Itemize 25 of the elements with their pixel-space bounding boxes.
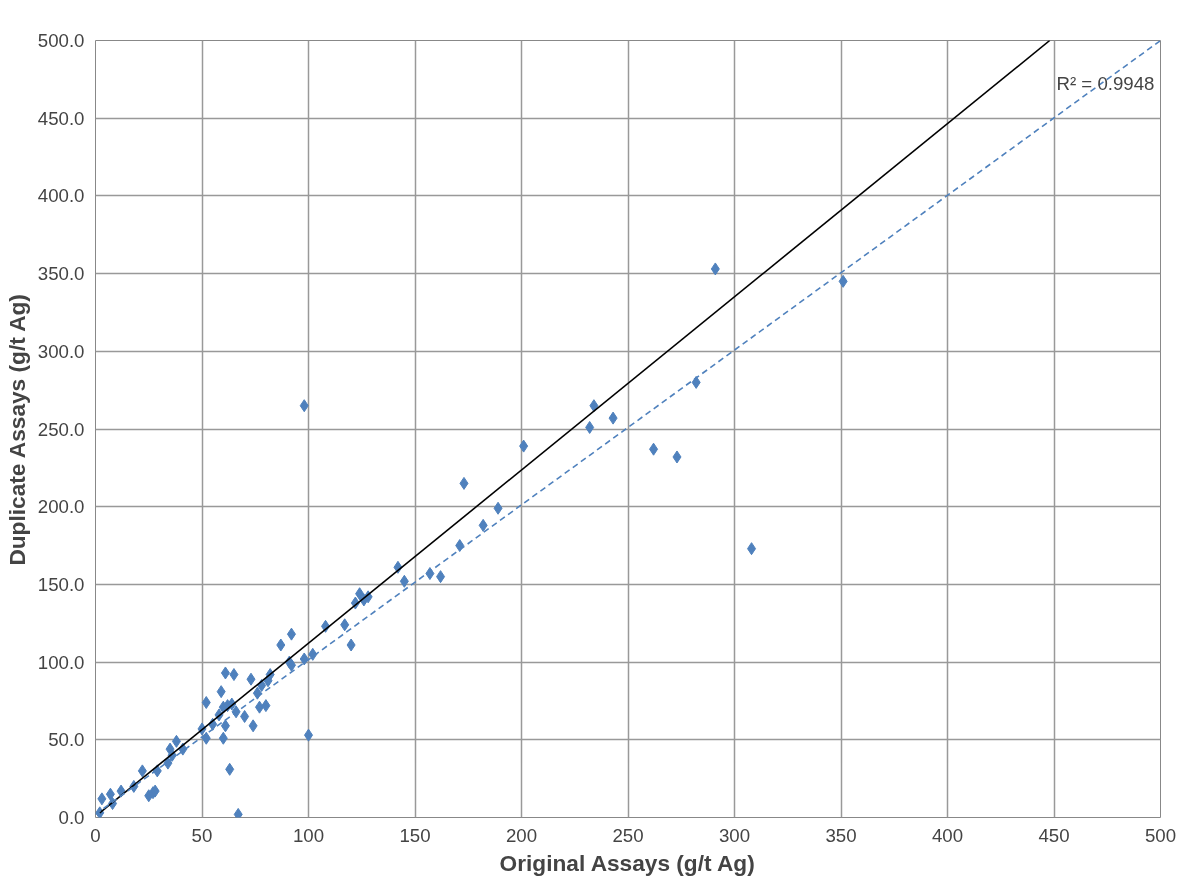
x-tick-label: 150 (399, 824, 431, 846)
x-tick-label: 250 (612, 824, 644, 846)
y-tick-label: 50.0 (48, 729, 85, 751)
y-tick-label: 500.0 (37, 30, 85, 51)
x-tick-label: 0 (90, 824, 101, 846)
x-tick-label: 400 (931, 824, 964, 846)
y-tick-label: 300.0 (37, 340, 85, 362)
y-axis-title: Duplicate Assays (g/t Ag) (3, 294, 30, 566)
annotation: R² = 0.9948 (1056, 72, 1155, 94)
x-tick-label: 500 (1144, 824, 1177, 846)
y-tick-label: 0.0 (58, 807, 85, 828)
y-tick-label: 200.0 (37, 496, 85, 518)
x-tick-label: 300 (718, 824, 751, 846)
x-tick-label: 100 (292, 824, 325, 846)
y-tick-label: 400.0 (37, 185, 85, 207)
y-tick-label: 350.0 (37, 263, 85, 285)
x-tick-label: 200 (505, 824, 538, 846)
x-tick-label: 50 (191, 824, 213, 846)
x-axis-title: Original Assays (g/t Ag) (499, 849, 755, 876)
y-tick-label: 450.0 (37, 107, 85, 129)
y-tick-label: 250.0 (37, 418, 85, 440)
x-tick-label: 450 (1038, 824, 1070, 846)
y-tick-label: 150.0 (37, 573, 85, 595)
x-tick-label: 350 (825, 824, 857, 846)
y-tick-label: 100.0 (37, 651, 85, 673)
